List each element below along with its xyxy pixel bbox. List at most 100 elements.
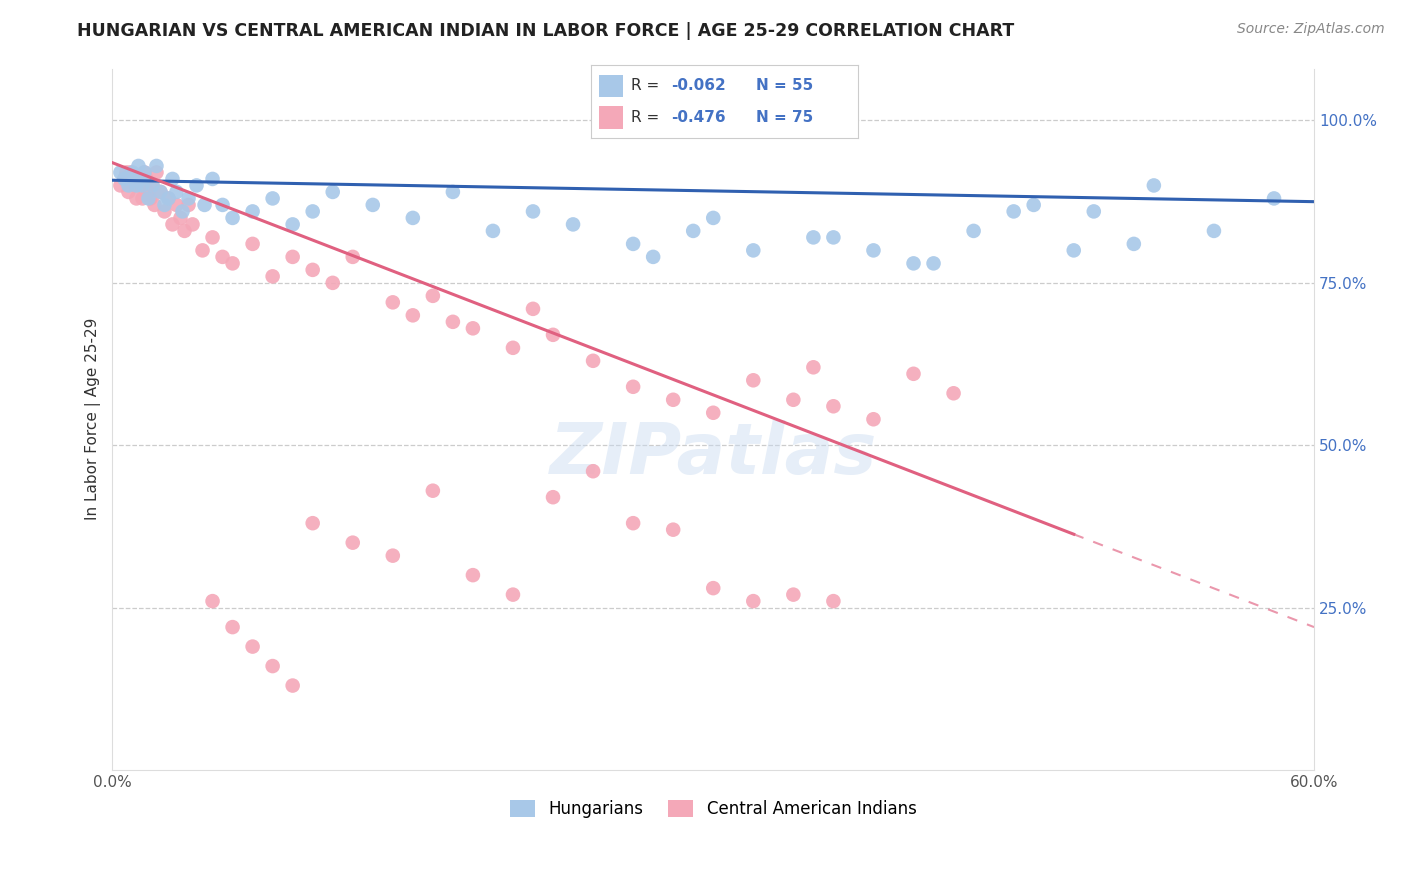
Point [281,250,304,264]
Point [125,178,148,193]
Point [115,165,138,179]
Point [1022,198,1045,212]
Point [903,367,925,381]
Point [1063,244,1085,258]
Point [120,165,142,179]
Point [177,198,200,212]
Point [221,620,243,634]
Point [482,224,505,238]
Point [262,659,284,673]
Point [138,185,160,199]
Point [242,204,264,219]
Point [862,244,884,258]
Point [702,211,724,225]
Point [402,309,425,323]
Point [125,191,148,205]
Point [127,172,149,186]
Point [541,327,564,342]
Point [461,321,484,335]
Point [441,185,464,199]
Point [522,204,544,219]
Point [562,218,585,232]
Point [193,198,215,212]
Point [342,250,364,264]
Point [149,185,172,199]
Point [153,198,176,212]
Point [301,204,323,219]
Point [422,483,444,498]
Point [281,218,304,232]
Point [522,301,544,316]
Point [962,224,984,238]
Point [643,250,665,264]
Y-axis label: In Labor Force | Age 25-29: In Labor Force | Age 25-29 [86,318,101,520]
Point [221,256,243,270]
Point [621,236,644,251]
Point [823,594,845,608]
Point [582,353,605,368]
Point [262,269,284,284]
Point [149,185,172,199]
Point [131,178,153,193]
Point [121,172,143,186]
Bar [599,106,623,128]
Point [823,230,845,244]
Point [181,218,204,232]
Text: N = 75: N = 75 [756,110,814,125]
Point [922,256,945,270]
Point [211,250,233,264]
Point [186,178,208,193]
Point [141,178,163,193]
Point [138,191,160,205]
Point [242,640,264,654]
Point [134,165,156,179]
Text: ZIPatlas: ZIPatlas [550,420,877,489]
Point [124,178,146,193]
Point [1002,204,1025,219]
Point [1263,191,1285,205]
Point [742,594,765,608]
Point [162,172,184,186]
Point [402,211,425,225]
Point [301,516,323,531]
Point [173,224,195,238]
Point [502,341,524,355]
Point [621,380,644,394]
Point [301,263,323,277]
Point [1143,178,1166,193]
Point [582,464,605,478]
Text: Source: ZipAtlas.com: Source: ZipAtlas.com [1237,22,1385,37]
Point [942,386,965,401]
Point [141,178,163,193]
Point [342,535,364,549]
Point [1122,236,1144,251]
Text: -0.476: -0.476 [671,110,725,125]
Text: HUNGARIAN VS CENTRAL AMERICAN INDIAN IN LABOR FORCE | AGE 25-29 CORRELATION CHAR: HUNGARIAN VS CENTRAL AMERICAN INDIAN IN … [77,22,1015,40]
Point [145,165,167,179]
Point [242,236,264,251]
Point [127,159,149,173]
Point [782,588,804,602]
Point [803,230,825,244]
Text: R =: R = [630,110,664,125]
Point [541,490,564,504]
Point [153,204,176,219]
Point [145,159,167,173]
Point [682,224,704,238]
Point [742,373,765,387]
Point [322,276,344,290]
Point [110,178,132,193]
Point [112,172,135,186]
Point [172,204,194,219]
Point [502,588,524,602]
Point [702,406,724,420]
Point [322,185,344,199]
Point [201,594,224,608]
Point [211,198,233,212]
Point [662,392,685,407]
Point [124,172,146,186]
Point [422,289,444,303]
Point [862,412,884,426]
Point [441,315,464,329]
Point [803,360,825,375]
